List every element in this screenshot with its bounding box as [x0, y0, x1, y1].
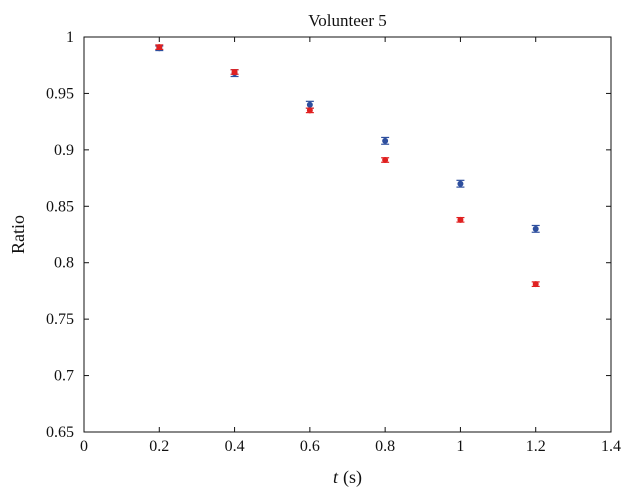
- x-tick-label: 0: [80, 438, 88, 455]
- data-point: [382, 157, 389, 164]
- data-point: [306, 107, 313, 114]
- x-tick-label: 0.2: [149, 438, 169, 455]
- x-tick-label: 1.2: [526, 438, 546, 455]
- y-tick-label: 0.65: [46, 424, 74, 441]
- x-axis-label-variable: t: [333, 467, 339, 487]
- data-point: [156, 44, 163, 51]
- x-axis-label-unit: (s): [343, 467, 362, 488]
- y-tick-label: 0.8: [54, 255, 74, 272]
- data-point: [306, 101, 313, 108]
- y-tick-label: 0.95: [46, 85, 74, 102]
- data-point: [382, 137, 389, 144]
- y-tick-label: 0.7: [54, 368, 74, 385]
- data-point: [532, 281, 539, 288]
- x-tick-label: 0.8: [375, 438, 395, 455]
- chart-title: Volunteer 5: [308, 11, 387, 30]
- plot-area-frame: [83, 36, 612, 433]
- x-tick-label: 0.6: [300, 438, 320, 455]
- data-point: [457, 216, 464, 223]
- x-tick-label: 1: [456, 438, 464, 455]
- y-axis-label: Ratio: [8, 215, 28, 254]
- x-tick-label: 1.4: [601, 438, 621, 455]
- y-tick-label: 1: [66, 29, 74, 46]
- series-2: [155, 44, 540, 288]
- series-layer: [155, 44, 540, 288]
- x-axis-label: t (s): [333, 467, 362, 488]
- data-point: [532, 225, 539, 232]
- x-tick-label: 0.4: [225, 438, 245, 455]
- x-axis: 0 0.2 0.4 0.6 0.8 1 1.2 1.4: [80, 37, 621, 455]
- data-point: [231, 68, 238, 75]
- y-tick-label: 0.9: [54, 142, 74, 159]
- data-point: [457, 180, 464, 187]
- y-tick-label: 0.85: [46, 198, 74, 215]
- y-axis: 0.65 0.7 0.75 0.8 0.85 0.9 0.95 1: [46, 29, 611, 441]
- y-tick-label: 0.75: [46, 311, 74, 328]
